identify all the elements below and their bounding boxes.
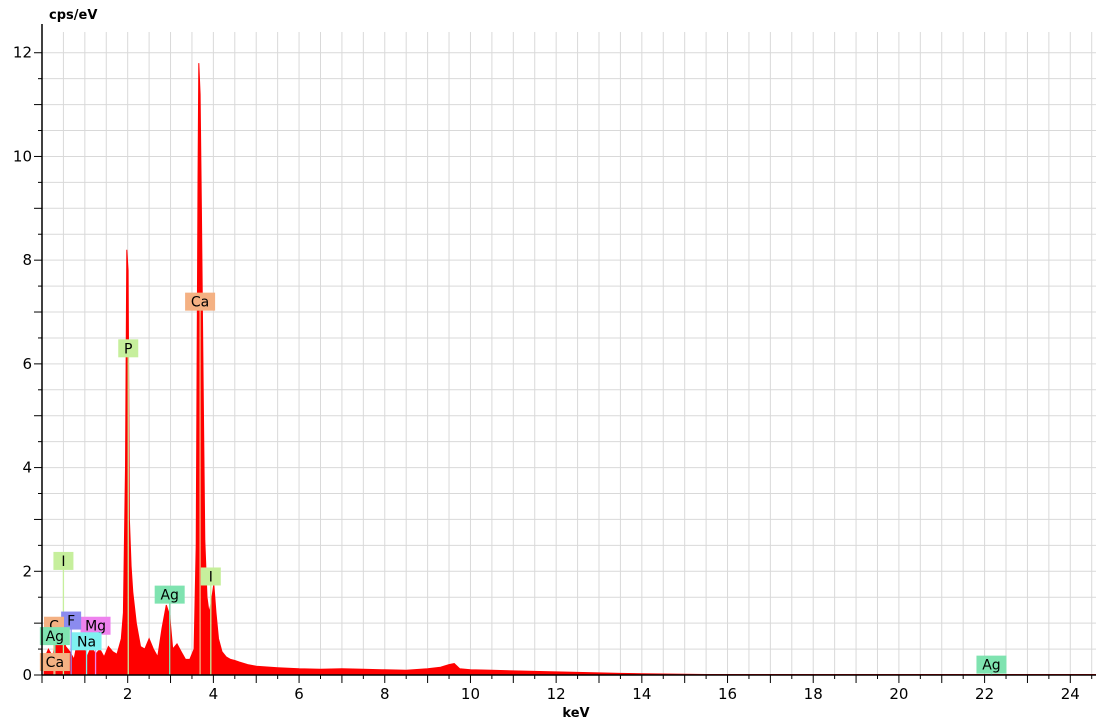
x-tick-label: 20 [889, 685, 908, 703]
peak-label: Na [77, 634, 96, 650]
y-ticks: 0 2 4 6 8 10 12 [13, 44, 42, 684]
peak-label: Mg [85, 619, 106, 635]
y-tick-label: 0 [22, 666, 32, 684]
x-tick-label: 4 [209, 685, 219, 703]
x-tick-label: 8 [380, 685, 390, 703]
x-tick-label: 18 [804, 685, 823, 703]
x-ticks: 2 4 6 8 10 12 14 16 18 20 22 24 [41, 675, 1093, 703]
peak-label: Ag [982, 658, 1000, 674]
peak-label-box [61, 611, 82, 630]
peak-label-box [154, 585, 185, 604]
peak-label: Ag [160, 588, 178, 604]
peak-label-box [71, 632, 102, 651]
peak-label-box [200, 567, 221, 586]
peak-label: F [67, 614, 75, 630]
peak-label-box [53, 551, 74, 570]
x-tick-label: 24 [1061, 685, 1080, 703]
x-tick-label: 12 [547, 685, 566, 703]
x-tick-label: 6 [294, 685, 304, 703]
y-tick-label: 4 [22, 459, 32, 477]
x-tick-label: 16 [718, 685, 737, 703]
y-axis-label: cps/eV [49, 8, 97, 23]
peak-label-box [39, 653, 70, 672]
peak-label: I [61, 554, 65, 570]
peak-label: I [209, 569, 213, 585]
x-tick-label: 10 [461, 685, 480, 703]
peak-label-box [185, 292, 216, 311]
x-axis-label: keV [562, 706, 589, 721]
peak-label-box [80, 616, 111, 635]
peak-label: Ag [46, 629, 64, 645]
x-tick-label: 22 [975, 685, 994, 703]
peak-label: C [49, 619, 59, 635]
peak-label-box [39, 627, 70, 646]
peak-label: Ca [191, 295, 209, 311]
y-tick-label: 6 [22, 355, 32, 373]
y-tick-label: 8 [22, 251, 32, 269]
peak-label-box [118, 339, 139, 358]
y-tick-label: 10 [13, 147, 32, 165]
peak-label: Ca [46, 655, 64, 671]
peak-label-box [976, 655, 1007, 674]
x-tick-label: 14 [632, 685, 651, 703]
peak-label: P [124, 341, 132, 357]
x-tick-label: 2 [123, 685, 133, 703]
y-tick-label: 2 [22, 562, 32, 580]
y-tick-label: 12 [13, 44, 32, 62]
